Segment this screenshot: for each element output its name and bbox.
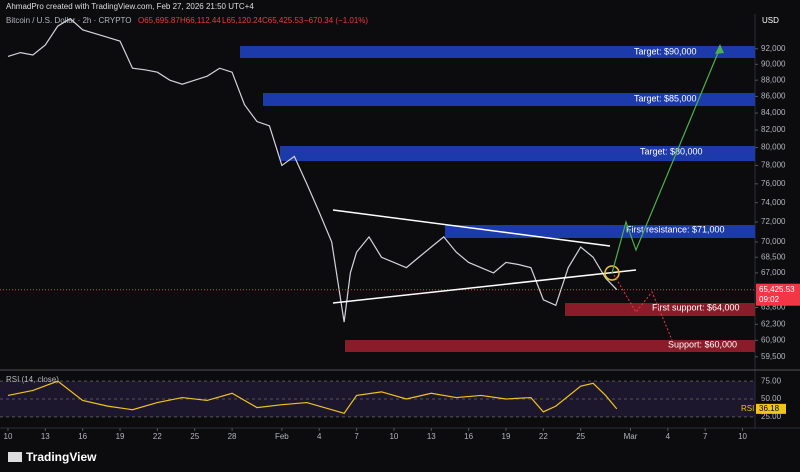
bull-projection [611, 47, 721, 274]
rsi-last: 36.18 [759, 404, 780, 413]
x-tick-label: 7 [354, 432, 359, 441]
rsi-band [0, 381, 755, 417]
breakout-marker [604, 265, 620, 281]
trendline [332, 269, 637, 304]
trendline [332, 209, 611, 247]
brand: TradingView [26, 450, 97, 464]
target-zone [240, 46, 755, 58]
x-tick-label: 10 [738, 432, 747, 441]
x-tick-label: Feb [275, 432, 289, 441]
y-tick-label: 80,000 [761, 143, 786, 152]
y-tick-label: 60,900 [761, 335, 786, 344]
y-tick-label: 78,000 [761, 161, 786, 170]
x-tick-label: 7 [703, 432, 708, 441]
credit: AhmadPro created with TradingView.com, F… [6, 2, 254, 11]
currency: USD [762, 16, 779, 25]
y-tick-label: 72,000 [761, 217, 786, 226]
rsi-name: RSI [741, 404, 754, 413]
y-tick-label: 86,000 [761, 92, 786, 101]
zone-label: Target: $85,000 [634, 93, 697, 103]
zone-label: Target: $80,000 [640, 146, 703, 156]
countdown: 09:02 [759, 295, 780, 304]
x-tick-label: 4 [317, 432, 322, 441]
zone-label: Target: $90,000 [634, 46, 697, 56]
rsi-tick-label: 75.00 [761, 376, 782, 385]
last-price: 65,425.53 [759, 285, 795, 294]
last-price-box [756, 283, 800, 306]
high: H66,112.44 [180, 16, 221, 25]
zone-label: First support: $64,000 [652, 302, 740, 312]
y-tick-label: 84,000 [761, 108, 786, 117]
y-tick-label: 82,000 [761, 125, 786, 134]
zone-label: First resistance: $71,000 [626, 224, 725, 234]
x-tick-label: Mar [624, 432, 638, 441]
x-tick-label: 19 [116, 432, 125, 441]
y-tick-label: 62,300 [761, 319, 786, 328]
symbol: Bitcoin / U.S. Dollar · 2h · CRYPTO [6, 16, 132, 25]
open: O65,695.87 [138, 16, 180, 25]
support-zone [565, 303, 755, 316]
y-tick-label: 59,500 [761, 352, 786, 361]
y-tick-label: 63,800 [761, 303, 786, 312]
x-tick-label: 28 [228, 432, 237, 441]
change: −670.34 (−1.01%) [304, 16, 368, 25]
rsi-last-box [756, 403, 786, 414]
y-tick-label: 92,000 [761, 44, 786, 53]
rsi-tick-label: 25.00 [761, 412, 782, 421]
y-tick-label: 68,500 [761, 252, 786, 261]
close: C65,425.53 [262, 16, 304, 25]
x-tick-label: 4 [666, 432, 671, 441]
y-tick-label: 67,000 [761, 268, 786, 277]
bear-projection [613, 274, 673, 341]
x-tick-label: 19 [502, 432, 511, 441]
x-tick-label: 16 [78, 432, 87, 441]
y-tick-label: 88,000 [761, 75, 786, 84]
zone-label: Support: $60,000 [668, 339, 737, 349]
x-tick-label: 10 [4, 432, 13, 441]
x-tick-label: 25 [576, 432, 585, 441]
low: L65,120.24 [222, 16, 263, 25]
arrow-head [715, 44, 724, 54]
y-tick-label: 70,000 [761, 237, 786, 246]
target-zone [263, 93, 755, 106]
rsi-line [7, 380, 618, 414]
price-line [7, 17, 618, 323]
rsi-tick-label: 50.00 [761, 394, 782, 403]
x-tick-label: 22 [153, 432, 162, 441]
y-tick-label: 74,000 [761, 198, 786, 207]
x-tick-label: 16 [464, 432, 473, 441]
y-tick-label: 76,000 [761, 179, 786, 188]
support-zone [345, 340, 755, 352]
x-tick-label: 10 [389, 432, 398, 441]
x-tick-label: 13 [41, 432, 50, 441]
y-tick-label: 90,000 [761, 59, 786, 68]
x-tick-label: 22 [539, 432, 548, 441]
x-tick-label: 25 [190, 432, 199, 441]
rsi-title: RSI (14, close) [6, 375, 59, 384]
x-tick-label: 13 [427, 432, 436, 441]
logo [8, 452, 22, 462]
target-zone [280, 146, 755, 161]
